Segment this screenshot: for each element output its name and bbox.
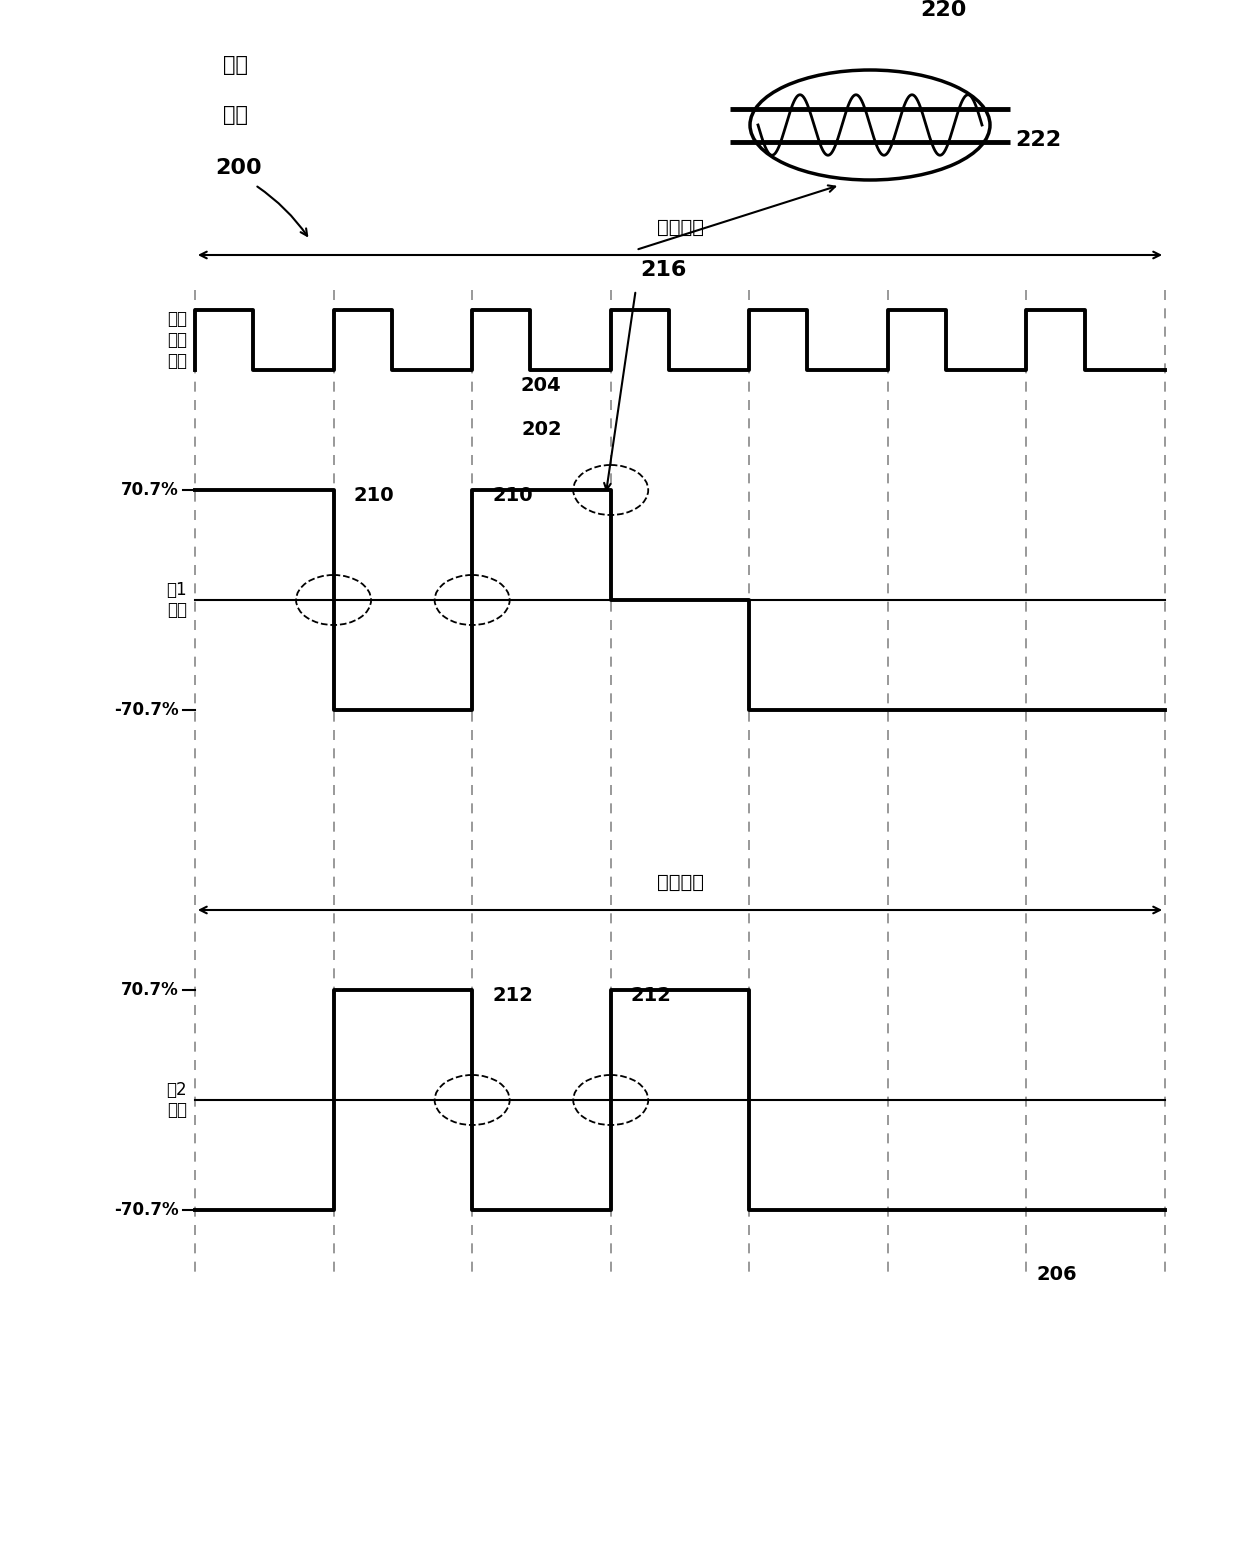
Text: 缓慢衰减: 缓慢衰减 xyxy=(656,218,703,237)
Text: 相1
电流: 相1 电流 xyxy=(166,580,187,619)
Text: 210: 210 xyxy=(353,485,394,506)
Text: 220: 220 xyxy=(920,0,966,20)
Text: -70.7%: -70.7% xyxy=(114,702,179,719)
Text: 缓慢衰减: 缓慢衰减 xyxy=(656,873,703,892)
Text: 210: 210 xyxy=(492,485,533,506)
Text: 步进
输入
电压: 步进 输入 电压 xyxy=(167,310,187,370)
Text: 212: 212 xyxy=(492,987,533,1005)
Text: 222: 222 xyxy=(1016,131,1061,149)
Text: 212: 212 xyxy=(631,987,672,1005)
Text: 70.7%: 70.7% xyxy=(122,481,179,499)
Text: 70.7%: 70.7% xyxy=(122,980,179,999)
Text: 200: 200 xyxy=(215,159,262,177)
Text: 202: 202 xyxy=(521,420,562,439)
Text: 204: 204 xyxy=(520,377,560,395)
Text: 操作: 操作 xyxy=(222,104,248,124)
Text: 206: 206 xyxy=(1037,1265,1078,1284)
Text: 216: 216 xyxy=(641,260,687,280)
Text: 全步: 全步 xyxy=(222,54,248,75)
Text: -70.7%: -70.7% xyxy=(114,1201,179,1218)
Text: 相2
电流: 相2 电流 xyxy=(166,1080,187,1119)
